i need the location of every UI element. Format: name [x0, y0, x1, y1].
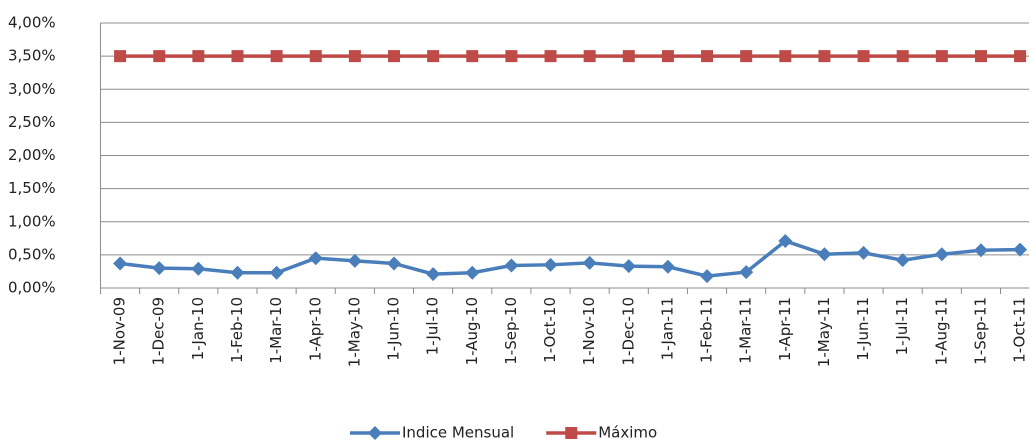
point — [114, 50, 127, 63]
x-tick-label: 1-Feb-11 — [698, 297, 716, 363]
x-tick-label: 1-Jul-11 — [893, 297, 911, 355]
y-tick-label: 4,00% — [8, 14, 56, 32]
x-tick-label: 1-Jan-11 — [658, 297, 676, 360]
x-tick-label: 1-Mar-10 — [267, 297, 285, 364]
y-tick-label: 1,50% — [8, 179, 56, 197]
point — [934, 247, 949, 262]
point — [935, 50, 948, 63]
point — [739, 265, 754, 280]
point — [622, 50, 635, 63]
y-tick-label: 0,00% — [8, 279, 56, 297]
x-tick-label: 1-Feb-10 — [228, 297, 246, 363]
x-tick-label: 1-Jun-11 — [854, 297, 872, 361]
point — [817, 247, 832, 262]
x-tick-label: 1-Oct-11 — [1011, 297, 1029, 363]
point — [192, 50, 205, 63]
point — [661, 50, 674, 63]
x-tick-label: 1-Apr-10 — [306, 297, 324, 361]
x-tick-label: 1-May-11 — [815, 297, 833, 367]
legend-label: Indice Mensual — [402, 424, 514, 442]
point — [427, 50, 440, 63]
point — [621, 259, 636, 274]
point — [974, 50, 987, 63]
y-tick-label: 3,00% — [8, 80, 56, 98]
point — [896, 50, 909, 63]
point — [191, 261, 206, 276]
point — [504, 258, 519, 273]
point — [1014, 50, 1027, 63]
x-tick-label: 1-Dec-09 — [150, 297, 168, 365]
point — [388, 50, 401, 63]
point — [308, 251, 323, 266]
point — [701, 50, 714, 63]
point — [543, 257, 558, 272]
point — [152, 261, 167, 276]
x-tick-label: 1-Nov-09 — [111, 297, 129, 365]
point — [505, 50, 518, 63]
point — [740, 50, 753, 63]
point — [582, 255, 597, 270]
point — [856, 245, 871, 260]
x-tick-label: 1-Aug-10 — [463, 297, 481, 365]
point — [113, 256, 128, 271]
point — [269, 265, 284, 280]
point — [348, 50, 361, 63]
x-tick-label: 1-Aug-11 — [932, 297, 950, 365]
x-tick-label: 1-Sep-10 — [502, 297, 520, 365]
legend-label: Máximo — [598, 424, 657, 442]
point — [466, 50, 479, 63]
point — [153, 50, 166, 63]
point — [700, 269, 715, 284]
legend-marker — [565, 427, 578, 439]
point — [778, 233, 793, 248]
y-tick-label: 2,50% — [8, 113, 56, 131]
point — [1013, 242, 1028, 257]
series-line — [119, 238, 1021, 278]
x-tick-label: 1-Sep-11 — [971, 297, 989, 365]
point — [309, 50, 322, 63]
point — [347, 253, 362, 268]
point — [230, 265, 245, 280]
y-tick-label: 2,00% — [8, 146, 56, 164]
x-tick-label: 1-Jan-10 — [189, 297, 207, 360]
point — [426, 267, 441, 282]
point — [973, 243, 988, 258]
point — [544, 50, 557, 63]
point — [779, 50, 792, 63]
point — [231, 50, 244, 63]
point — [660, 259, 675, 274]
point — [818, 50, 831, 63]
x-tick-label: 1-Oct-10 — [541, 297, 559, 363]
point — [895, 253, 910, 268]
point — [387, 256, 402, 271]
y-tick-label: 0,50% — [8, 245, 56, 263]
legend-marker — [368, 426, 382, 440]
y-tick-label: 3,50% — [8, 47, 56, 65]
point — [857, 50, 870, 63]
point — [465, 265, 480, 280]
x-tick-label: 1-Dec-10 — [619, 297, 637, 365]
x-tick-label: 1-Mar-11 — [737, 297, 755, 364]
y-tick-label: 1,00% — [8, 212, 56, 230]
x-tick-label: 1-Apr-11 — [776, 297, 794, 361]
x-tick-label: 1-Jun-10 — [385, 297, 403, 361]
point — [583, 50, 596, 63]
x-tick-label: 1-Nov-10 — [580, 297, 598, 365]
x-tick-label: 1-May-10 — [345, 297, 363, 367]
point — [270, 50, 283, 63]
x-tick-label: 1-Jul-10 — [424, 297, 442, 355]
